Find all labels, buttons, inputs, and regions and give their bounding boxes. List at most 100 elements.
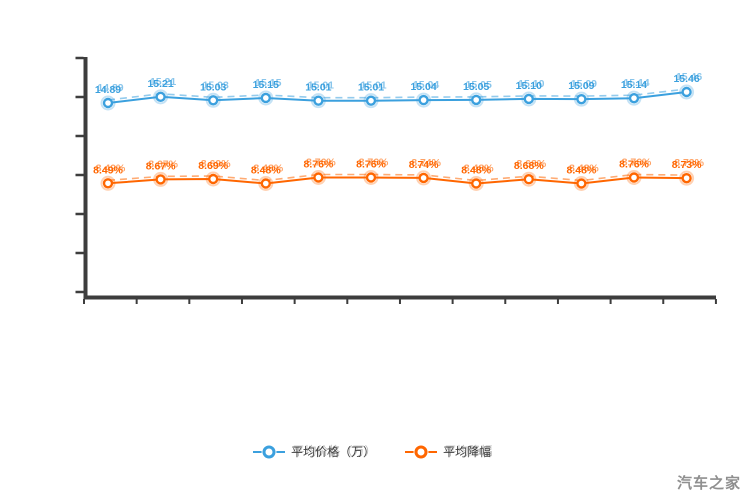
series-line (107, 91, 687, 104)
data-point[interactable] (523, 93, 534, 105)
legend-line-marker-icon (252, 444, 285, 460)
data-label-ghost: 15.21 (150, 76, 176, 88)
data-point-halo (153, 171, 169, 187)
data-point[interactable] (313, 95, 324, 106)
data-point[interactable] (418, 94, 429, 106)
data-point-halo (416, 92, 432, 108)
legend-label-average-price: 平均价格（万） (290, 445, 375, 459)
data-label-ghost: 15.46 (676, 71, 702, 83)
data-point-halo (153, 89, 169, 105)
data-label: 15.09 (568, 80, 594, 92)
data-label-ghost: 15.01 (308, 80, 334, 92)
data-point-halo (416, 170, 432, 186)
data-label: 8.49% (93, 164, 123, 176)
data-label-ghost: 8.49% (96, 162, 126, 174)
data-point[interactable] (471, 94, 482, 106)
data-label: 15.46 (673, 73, 699, 85)
data-point[interactable] (471, 178, 482, 189)
data-label-ghost: 8.48% (253, 163, 283, 175)
data-point[interactable] (260, 178, 271, 189)
series-line-ghost (107, 173, 687, 182)
data-point[interactable] (102, 97, 114, 109)
data-point[interactable] (155, 91, 166, 103)
data-point[interactable] (365, 172, 377, 183)
data-point[interactable] (523, 174, 534, 185)
legend-item-average-price[interactable]: 平均价格（万） (252, 444, 375, 460)
data-point[interactable] (365, 95, 377, 106)
data-point[interactable] (102, 178, 114, 189)
data-point[interactable] (681, 86, 692, 98)
data-label-ghost: 8.76% (306, 157, 336, 169)
data-label: 14.89 (95, 84, 121, 96)
data-point-halo (258, 176, 274, 191)
data-point-halo (468, 92, 484, 108)
data-label-ghost: 8.68% (516, 158, 546, 170)
data-label-ghost: 8.48% (464, 163, 494, 175)
data-point-halo (679, 84, 695, 100)
data-label-ghost: 15.10 (518, 78, 544, 90)
data-label-ghost: 15.15 (255, 77, 281, 89)
series-line (107, 176, 687, 185)
data-label: 8.48% (251, 165, 281, 177)
data-label: 8.69% (198, 160, 228, 172)
data-point[interactable] (681, 172, 692, 184)
data-point[interactable] (260, 92, 271, 104)
data-label: 15.21 (147, 78, 173, 90)
data-point-halo (363, 170, 379, 185)
data-label: 15.04 (410, 81, 436, 93)
data-label-ghost: 8.69% (201, 158, 231, 170)
data-point-halo (521, 171, 537, 187)
data-point[interactable] (207, 95, 219, 106)
data-label-ghost: 15.01 (360, 80, 386, 92)
legend-line-marker-icon (405, 444, 437, 460)
autohome-watermark: 汽车之家 (676, 475, 741, 492)
data-label: 8.76% (356, 159, 386, 171)
data-point-halo (363, 93, 379, 109)
legend-item-average-discount[interactable]: 平均降幅 (405, 444, 491, 460)
data-label-ghost: 8.74% (411, 157, 441, 169)
data-point[interactable] (418, 172, 429, 184)
data-point-halo (310, 170, 326, 185)
data-point[interactable] (628, 92, 640, 104)
data-point[interactable] (576, 178, 587, 189)
data-point-halo (205, 171, 221, 187)
data-point[interactable] (207, 173, 219, 185)
data-label: 8.67% (146, 160, 176, 172)
data-point-halo (258, 90, 274, 106)
data-point-halo (626, 90, 642, 106)
data-label: 8.68% (514, 160, 544, 172)
data-label: 8.48% (567, 165, 597, 177)
data-label-ghost: 8.76% (622, 157, 652, 169)
data-point[interactable] (155, 174, 166, 185)
data-label: 8.74% (409, 159, 439, 171)
data-point-halo (626, 170, 642, 185)
data-label-ghost: 8.73% (674, 157, 704, 169)
data-point-halo (573, 176, 589, 191)
data-label-ghost: 15.14 (623, 77, 649, 89)
data-label: 8.76% (304, 159, 334, 171)
data-label: 8.73% (672, 159, 702, 171)
legend-label-average-discount: 平均降幅 (443, 445, 492, 459)
data-label: 8.76% (619, 159, 649, 171)
data-label: 15.01 (358, 82, 384, 94)
data-point-halo (205, 92, 221, 108)
chart-legend: 平均价格（万） 平均降幅 (0, 438, 744, 466)
data-point[interactable] (313, 172, 324, 183)
data-point[interactable] (576, 93, 587, 105)
data-label-ghost: 15.03 (203, 79, 229, 91)
series-line-ghost (107, 88, 687, 101)
data-label-ghost: 15.09 (571, 78, 597, 90)
data-label-ghost: 8.67% (148, 158, 178, 170)
data-label: 15.10 (516, 80, 542, 92)
data-label: 15.03 (200, 81, 226, 93)
data-label: 15.14 (621, 79, 647, 91)
data-label: 15.15 (253, 79, 279, 91)
data-point-halo (468, 176, 484, 191)
data-label: 15.05 (463, 81, 489, 93)
data-point[interactable] (628, 172, 640, 183)
data-label-ghost: 14.89 (97, 82, 123, 94)
data-point-halo (310, 93, 326, 109)
data-label-ghost: 8.76% (359, 157, 389, 169)
data-label: 8.48% (461, 165, 491, 177)
data-label-ghost: 15.05 (466, 79, 492, 91)
